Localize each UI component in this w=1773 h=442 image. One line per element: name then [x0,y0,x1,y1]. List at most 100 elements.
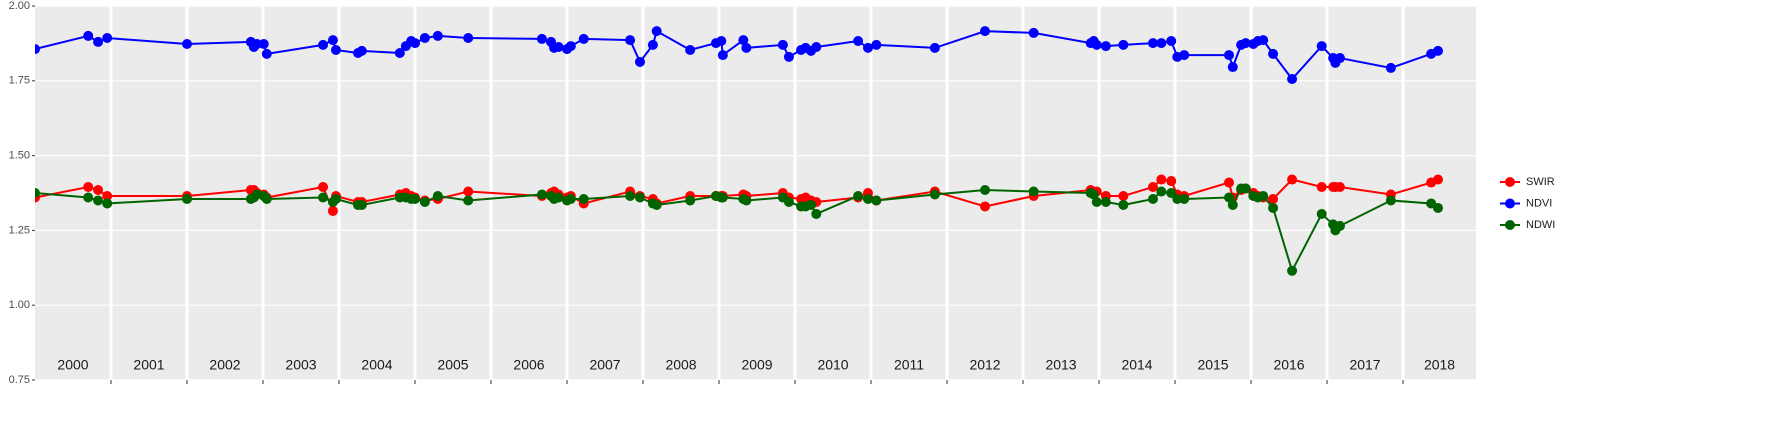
point [1166,176,1177,187]
point [1223,192,1234,203]
year-label: 2005 [437,357,468,373]
point [625,190,636,201]
y-tick-label: 2.00 [9,0,30,12]
point [553,192,564,203]
point [419,196,430,207]
year-label: 2004 [361,357,392,373]
point [1227,199,1238,210]
point [463,195,474,206]
point [1166,36,1177,47]
y-tick-label: 0.75 [9,374,30,386]
point [1432,45,1443,56]
point [1118,39,1129,50]
point [741,42,752,53]
point [318,39,329,50]
point [1147,182,1158,193]
point [182,38,193,49]
point [929,42,940,53]
point [463,186,474,197]
point [625,35,636,46]
point [1258,190,1269,201]
year-label: 2015 [1197,357,1228,373]
point [634,56,645,67]
year-label: 2006 [513,357,544,373]
point [102,190,113,201]
point [1268,193,1279,204]
year-label: 2010 [817,357,848,373]
point [356,199,367,210]
point [261,193,272,204]
point [1287,174,1298,185]
point [777,39,788,50]
point [717,192,728,203]
point [783,51,794,62]
point [1240,183,1251,194]
point [565,193,576,204]
point [811,41,822,52]
point [432,30,443,41]
year-label: 2002 [209,357,240,373]
point [741,195,752,206]
point [1432,202,1443,213]
point [102,33,113,44]
point [811,208,822,219]
point [83,182,94,193]
point [1268,202,1279,213]
point [1156,186,1167,197]
year-label: 2008 [665,357,696,373]
point [432,190,443,201]
point [1172,193,1183,204]
point [1118,190,1129,201]
point [410,38,421,49]
year-label: 2001 [133,357,164,373]
year-label: 2018 [1424,357,1455,373]
year-label: 2009 [741,357,772,373]
point [1334,53,1345,64]
point [394,47,405,58]
point [716,36,727,47]
point [318,192,329,203]
point [536,189,547,200]
point [929,189,940,200]
point [330,193,341,204]
point [1227,62,1238,73]
point [980,201,991,212]
point [1091,39,1102,50]
point [980,185,991,196]
point [862,42,873,53]
legend-key-point [1505,220,1515,230]
point [261,48,272,59]
point [83,192,94,203]
point [1316,182,1327,193]
point [578,33,589,44]
point [330,44,341,55]
point [1316,41,1327,52]
legend-key-point [1505,198,1515,209]
point [1118,199,1129,210]
point [258,38,269,49]
point [1179,50,1190,61]
point [318,182,329,193]
point [419,33,430,44]
point [651,199,662,210]
point [578,193,589,204]
point [717,50,728,61]
point [1240,38,1251,49]
point [182,193,193,204]
point [805,199,816,210]
point [738,35,749,46]
point [1287,265,1298,276]
point [1287,74,1298,85]
point [327,35,338,46]
point [251,38,262,49]
point [862,193,873,204]
y-tick-label: 1.50 [9,150,30,162]
point [1432,174,1443,185]
point [980,26,991,37]
point [1223,177,1234,188]
legend-label: SWIR [1526,176,1555,188]
point [1156,174,1167,185]
point [1147,193,1158,204]
plot-layer [35,26,1443,276]
